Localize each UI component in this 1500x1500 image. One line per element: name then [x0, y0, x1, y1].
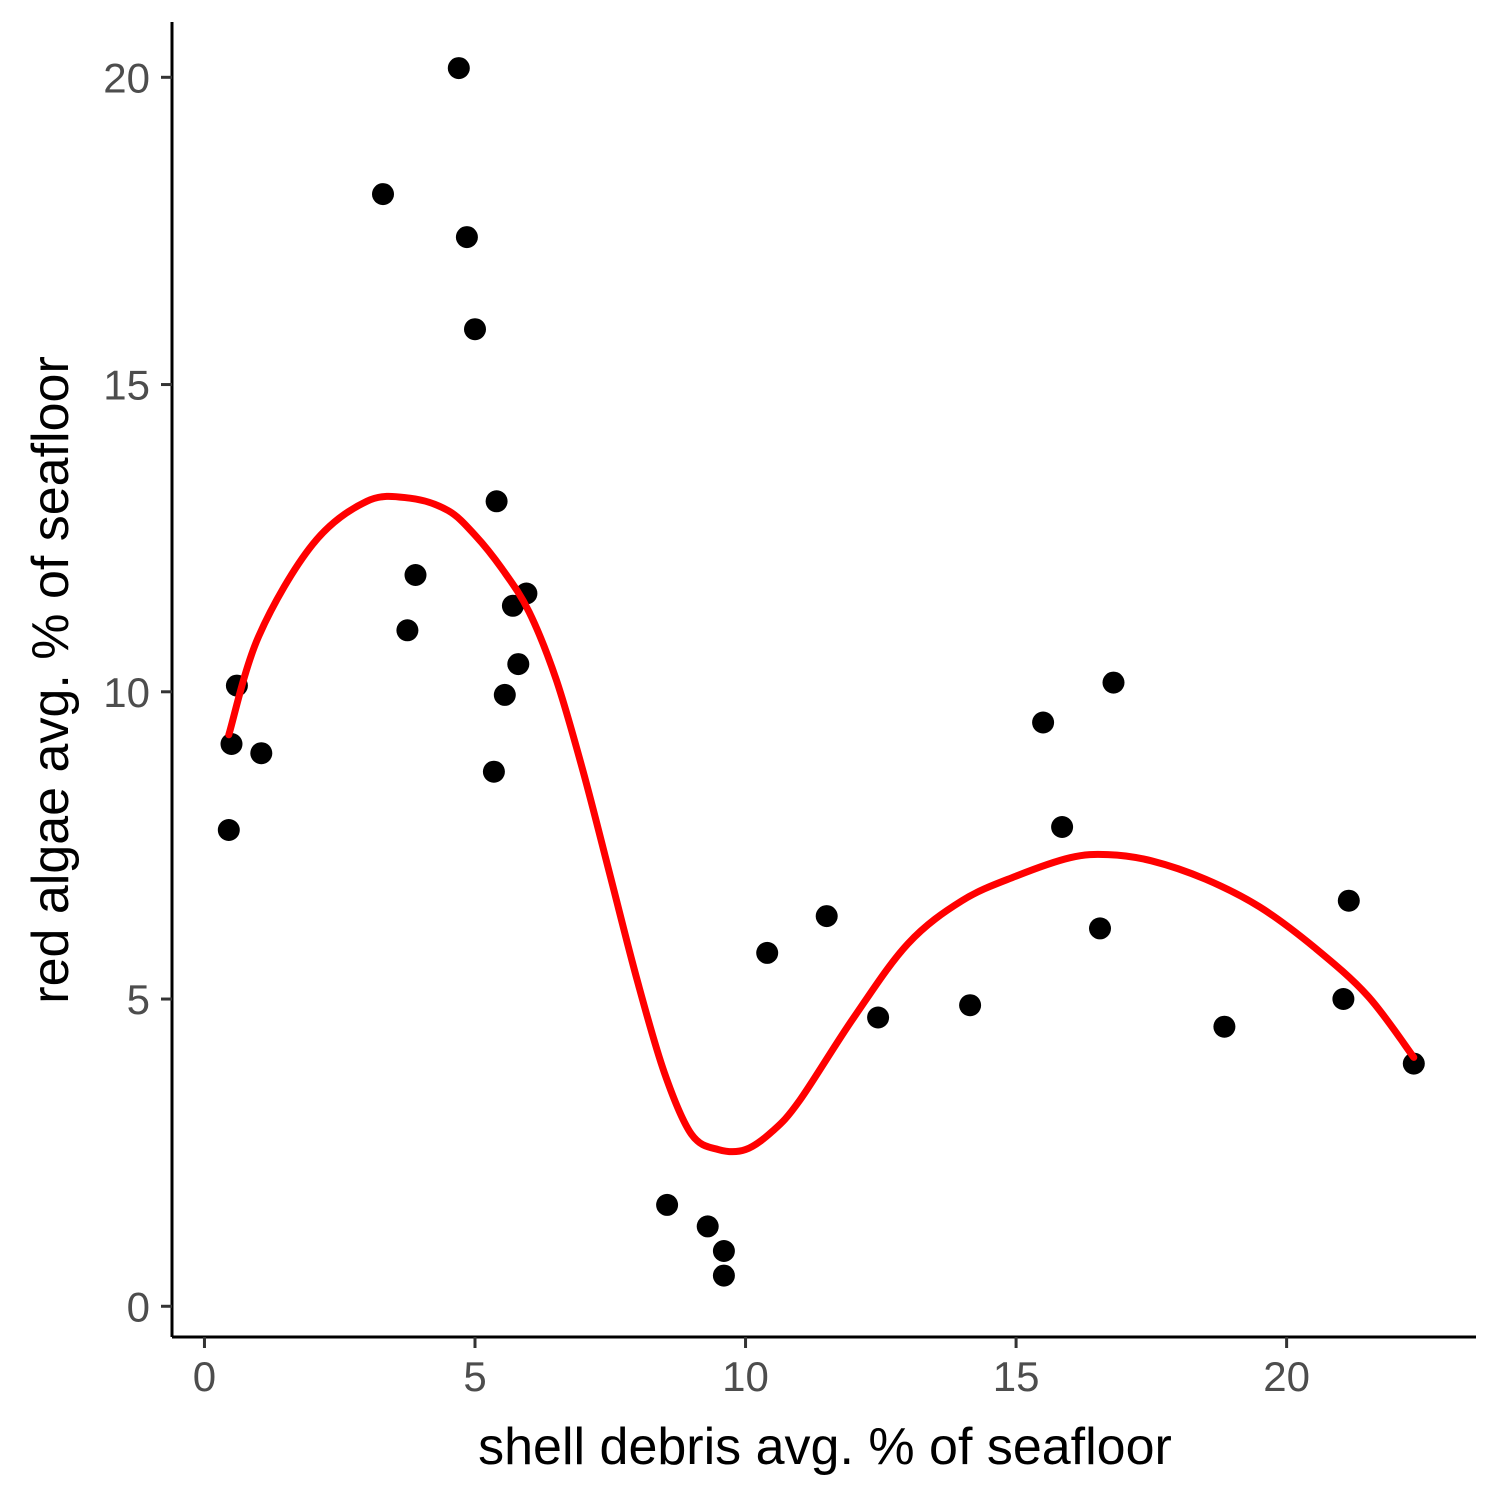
data-point [1337, 889, 1360, 912]
y-tick-label: 20 [103, 54, 150, 101]
x-tick-label: 0 [193, 1353, 216, 1400]
y-axis-title: red algae avg. % of seafloor [22, 356, 80, 1004]
x-tick-label: 10 [722, 1353, 769, 1400]
data-point [464, 318, 486, 341]
data-point [220, 733, 243, 755]
y-tick-label: 5 [127, 976, 150, 1023]
data-point [485, 490, 508, 513]
data-point [1089, 917, 1111, 940]
data-point [867, 1006, 890, 1029]
data-point [1051, 816, 1074, 838]
data-point [507, 653, 530, 676]
data-point [712, 1240, 735, 1262]
data-point [404, 564, 427, 586]
smooth-fit-line [225, 492, 1418, 1156]
data-point [372, 183, 394, 206]
data-point [250, 742, 273, 765]
data-point [696, 1215, 719, 1238]
data-point [756, 941, 779, 964]
plot-area [217, 57, 1425, 1287]
y-tick-label: 10 [103, 669, 150, 716]
data-point [959, 994, 982, 1017]
data-point [455, 226, 478, 249]
data-point [396, 619, 419, 642]
data-point [493, 683, 516, 706]
data-point [1102, 671, 1125, 694]
data-point [447, 57, 470, 80]
y-tick-label: 15 [103, 362, 150, 409]
axes: 0 5 10 15 20 0 5 10 15 20 [103, 22, 1476, 1400]
data-point [815, 905, 838, 928]
data-point [1213, 1015, 1236, 1038]
data-point [1332, 988, 1355, 1010]
y-tick-label: 0 [127, 1283, 150, 1330]
x-tick-label: 15 [993, 1353, 1040, 1400]
x-tick-label: 5 [463, 1353, 486, 1400]
x-axis-title: shell debris avg. % of seafloor [478, 1418, 1172, 1476]
data-point [217, 819, 240, 841]
data-point [656, 1193, 679, 1216]
data-point [1402, 1052, 1425, 1075]
data-point [1032, 711, 1055, 734]
x-tick-label: 20 [1263, 1353, 1310, 1400]
data-point [482, 760, 505, 783]
data-point [712, 1264, 735, 1287]
